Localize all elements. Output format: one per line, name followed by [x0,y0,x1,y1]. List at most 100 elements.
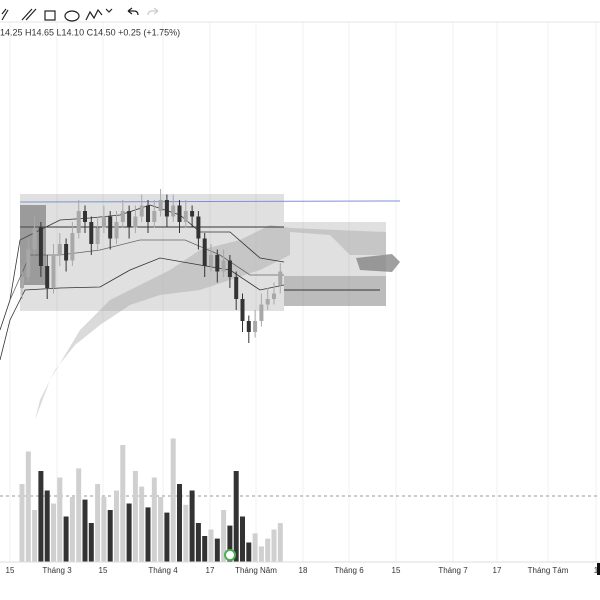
volume-bar [126,503,132,562]
x-tick-label: Tháng 3 [42,566,72,575]
brush-tool[interactable] [1,8,9,21]
volume-bar [82,499,88,562]
candle-body [64,244,69,261]
volume-bar [258,546,264,562]
volume-bar [120,445,126,562]
volume-bar [151,477,157,562]
candle-body [57,244,62,255]
candle-body [108,216,113,239]
undo[interactable] [127,7,139,16]
candle-body [45,266,50,288]
redo[interactable] [147,7,159,16]
candle-body [253,321,258,332]
volume-bar [265,538,271,562]
volume-bar [240,516,245,562]
volume-bar [139,486,145,562]
volume-bar [95,484,101,562]
candle-body [246,321,251,332]
ellipse-tool[interactable] [64,10,80,22]
band-lower [0,257,285,361]
candle-body [76,211,81,233]
rect-tool[interactable] [44,10,56,21]
volume-bar [195,523,201,562]
candle-body [227,260,232,277]
volume-bar [63,516,69,562]
candle-body [164,200,169,217]
candle-body [272,293,276,299]
candle-body [221,260,226,272]
x-tick-label: 15 [392,566,401,575]
x-tick-label: Tháng 6 [334,566,364,575]
volume-bar [202,536,208,562]
volume-bar [164,512,170,562]
x-tick-label: 15 [99,566,108,575]
candle-body [20,277,24,288]
candle-body [101,216,106,228]
candle-body [70,233,75,261]
candle-body [278,271,283,286]
x-tick-label: Tháng 7 [438,566,468,575]
candle-body [89,222,94,244]
volume-bar [114,490,119,562]
candle-body [196,216,201,239]
candle-body [139,205,144,217]
x-tick-label: Tháng 4 [148,566,178,575]
candle-body [209,255,213,266]
x-tick-label: 1 [594,566,599,575]
cursor-box [597,563,600,575]
volume-bar [132,471,138,562]
candle-body [51,255,56,288]
x-axis: 15 Tháng 3 15 Tháng 4 17 Tháng Năm 18 Tháng 6 15… [6,566,599,575]
candle-body [190,211,195,217]
x-tick-label: 17 [206,566,215,575]
parallel-tool[interactable] [21,8,37,21]
volume-bar [57,477,63,562]
cloud [30,225,386,440]
candle-body [234,277,239,299]
candles [20,189,283,343]
candle-body [114,222,119,239]
volume-bar [158,497,164,562]
volume-bar [277,523,283,562]
candle-body [32,227,37,250]
candle-body [158,200,163,211]
range-box [20,194,284,311]
volume-bar [101,497,107,562]
volume-bar [208,529,214,562]
volume-bar [76,468,82,562]
event-marker[interactable] [224,549,236,561]
candle-body [202,238,207,266]
candle-body [26,249,31,277]
dropdown[interactable] [105,8,113,13]
x-tick-label: 15 [6,566,15,575]
x-tick-label: Tháng Tám [528,566,569,575]
volume-bar [32,510,38,562]
path-tool[interactable] [85,8,103,21]
volume-bar [189,490,195,562]
ohlc-legend: 14.25 H14.65 L14.10 C14.50 +0.25 (+1.75%… [0,27,180,37]
candle-body [215,255,220,272]
volume-bar [44,490,50,562]
volume-bar [221,510,227,562]
x-tick-label: Tháng Năm [235,566,277,575]
volume-bar [25,451,31,562]
x-tick-label: 18 [299,566,308,575]
candle-body [127,211,132,228]
volume-bar [51,503,56,562]
trend-line [19,200,401,203]
volume-bar [183,504,189,562]
grid [9,22,597,562]
target-shape [356,254,400,272]
volume-bar [233,471,239,562]
volume-bar [170,438,176,562]
volume-bar [145,507,151,562]
candle-body [152,211,157,222]
candle-body [240,299,245,321]
candle-body [146,205,150,222]
candle-body [83,211,87,222]
toolbar-icons[interactable] [1,7,159,22]
volume-bar [88,523,94,562]
volume-bar [177,484,182,562]
candle-body [177,205,182,222]
volume-pane [19,438,283,562]
